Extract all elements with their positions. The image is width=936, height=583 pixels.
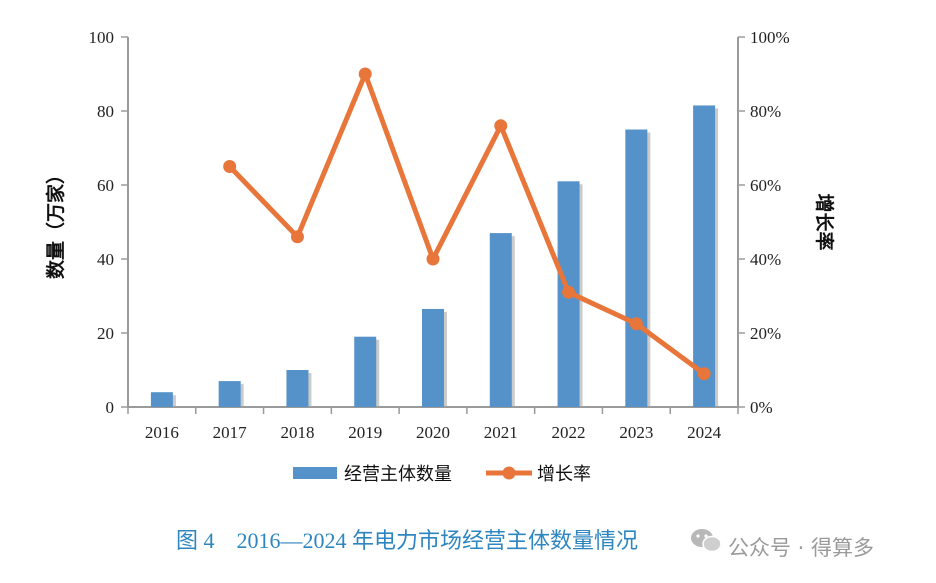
line-point	[629, 317, 643, 331]
y2-tick-label: 40%	[750, 250, 781, 269]
x-tick-label: 2022	[552, 423, 586, 442]
bar	[286, 370, 309, 407]
bar-series	[150, 105, 719, 407]
bar	[489, 233, 512, 407]
legend: 经营主体数量 增长率	[293, 464, 591, 485]
line-point	[697, 367, 711, 381]
line-point	[290, 230, 304, 244]
y2-tick-label: 80%	[750, 102, 781, 121]
x-tick-label: 2019	[348, 423, 382, 442]
x-tick-label: 2024	[687, 423, 722, 442]
y-tick-label: 0	[106, 398, 115, 417]
line-point	[494, 119, 508, 133]
legend-swatch-bars	[293, 467, 337, 479]
x-tick-label: 2023	[619, 423, 653, 442]
y2-axis-title: 增长率	[813, 193, 836, 250]
growth-line	[227, 71, 706, 376]
y-tick-label: 100	[89, 28, 115, 47]
x-tick-labels: 2016 2017 2018 2019 2020 2021 2022 2023 2024	[145, 423, 722, 442]
y-tick-labels: 0 20 40 60 80 100	[89, 28, 115, 417]
bar	[150, 392, 173, 407]
y-tick-label: 20	[97, 324, 114, 343]
bar	[625, 129, 648, 407]
y2-tick-label: 100%	[750, 28, 790, 47]
bar	[218, 381, 241, 407]
wechat-icon	[691, 529, 722, 553]
y2-tick-label: 0%	[750, 398, 773, 417]
line-point	[562, 285, 576, 299]
figure-caption: 图 4 2016—2024 年电力市场经营主体数量情况	[176, 528, 638, 553]
line-series	[223, 67, 711, 381]
x-tick-label: 2017	[213, 423, 248, 442]
y-tick-label: 80	[97, 102, 114, 121]
line-point	[223, 160, 237, 173]
y-tick-label: 40	[97, 250, 114, 269]
watermark: 公众号 · 得算多	[691, 529, 874, 560]
bar	[693, 105, 716, 407]
y-tick-label: 60	[97, 176, 114, 195]
y-axis-title: 数量（万家）	[44, 165, 67, 279]
x-tick-label: 2021	[484, 423, 518, 442]
bar	[422, 308, 444, 407]
legend-swatch-marker	[502, 466, 516, 480]
x-tick-label: 2020	[416, 423, 450, 442]
y2-tick-label: 60%	[750, 176, 781, 195]
bar	[354, 336, 377, 407]
y2-tick-labels: 0% 20% 40% 60% 80% 100%	[750, 28, 790, 417]
line-point	[358, 67, 372, 81]
watermark-text: 公众号 · 得算多	[728, 536, 874, 560]
line-point	[426, 252, 440, 266]
legend-label-bars: 经营主体数量	[344, 464, 452, 485]
x-tick-label: 2018	[280, 423, 314, 442]
x-tick-label: 2016	[145, 423, 179, 442]
legend-label-line: 增长率	[537, 464, 591, 485]
y2-tick-label: 20%	[750, 324, 781, 343]
